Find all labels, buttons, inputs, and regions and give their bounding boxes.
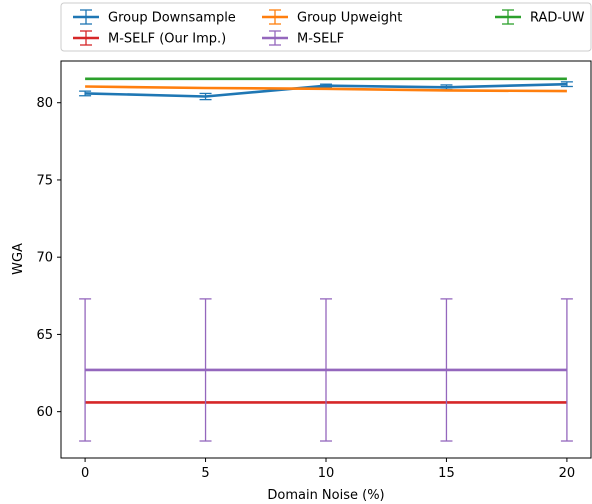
x-axis-label: Domain Noise (%) [267, 488, 384, 503]
series-line [85, 85, 567, 93]
x-tick-label: 0 [81, 466, 89, 481]
y-tick-label: 75 [36, 173, 53, 188]
legend-item: M-SELF (Our Imp.) [73, 30, 226, 47]
x-axis: 0 5 10 15 20 [81, 458, 575, 481]
legend-label: Group Downsample [108, 11, 236, 26]
legend-item: RAD-UW [495, 9, 585, 26]
legend-item: Group Upweight [262, 9, 402, 26]
y-tick-label: 80 [36, 96, 53, 111]
legend: Group Downsample Group Upweight RAD-UW M-SE… [60, 2, 592, 52]
x-tick-label: 15 [438, 466, 455, 481]
legend-box [60, 2, 592, 52]
series-4 [79, 298, 573, 442]
y-tick-label: 65 [36, 328, 53, 343]
error-bar [440, 298, 453, 442]
error-bar [560, 81, 573, 88]
error-bar [560, 298, 573, 442]
y-axis-label: WGA [11, 243, 26, 275]
legend-item: Group Downsample [73, 9, 236, 26]
error-bar [320, 298, 332, 442]
series-1 [85, 85, 567, 93]
error-bar [79, 90, 92, 97]
legend-item: M-SELF [262, 30, 344, 47]
y-tick-label: 70 [36, 251, 53, 266]
error-bar [320, 83, 332, 88]
legend-label: M-SELF [297, 32, 344, 47]
x-tick-label: 5 [201, 466, 209, 481]
legend-label: RAD-UW [530, 11, 585, 26]
error-bar [79, 298, 92, 442]
error-bar [199, 298, 212, 442]
error-bar [199, 92, 212, 101]
x-tick-label: 20 [559, 466, 576, 481]
y-axis: 60 65 70 75 80 [36, 96, 61, 420]
y-tick-label: 60 [36, 405, 53, 420]
chart-marks [79, 77, 573, 442]
legend-label: M-SELF (Our Imp.) [108, 32, 226, 47]
x-tick-label: 10 [318, 466, 335, 481]
legend-label: Group Upweight [297, 11, 402, 26]
